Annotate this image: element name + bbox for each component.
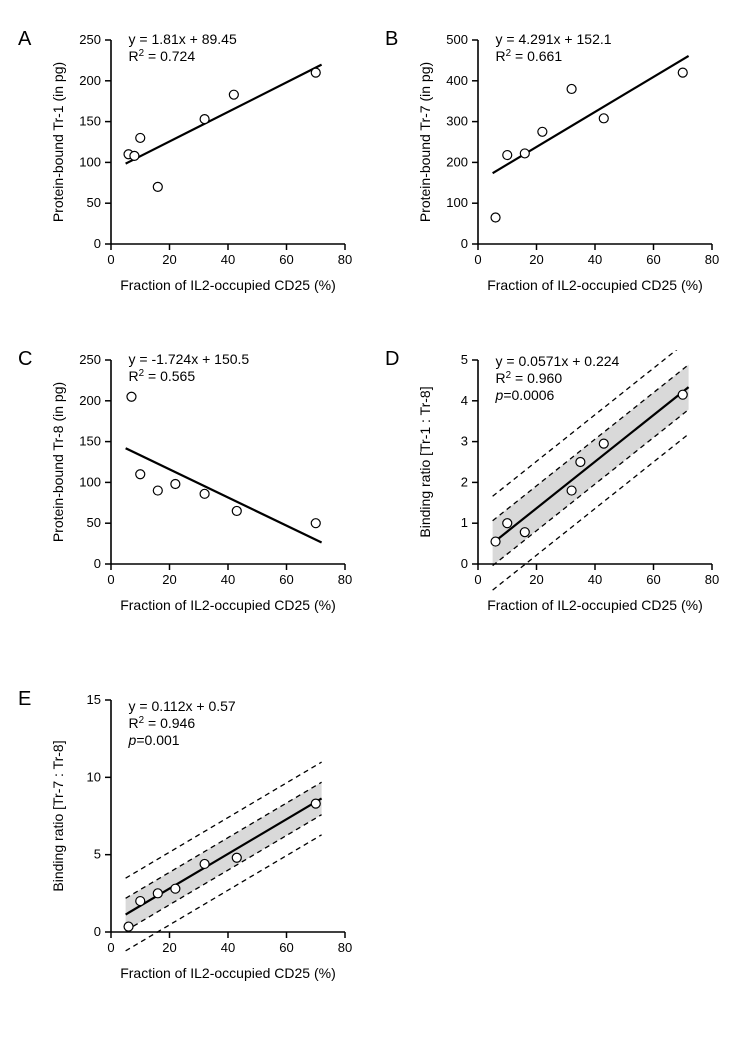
svg-text:80: 80	[705, 252, 719, 267]
svg-text:y = 4.291x + 152.1: y = 4.291x + 152.1	[496, 31, 612, 47]
svg-text:0: 0	[107, 940, 114, 955]
svg-text:0: 0	[474, 572, 481, 587]
svg-text:40: 40	[221, 572, 235, 587]
svg-text:5: 5	[94, 847, 101, 862]
svg-text:y = 1.81x + 89.45: y = 1.81x + 89.45	[129, 31, 237, 47]
svg-text:50: 50	[87, 195, 101, 210]
svg-text:40: 40	[221, 940, 235, 955]
svg-text:y = -1.724x + 150.5: y = -1.724x + 150.5	[129, 351, 250, 367]
svg-text:250: 250	[79, 32, 101, 47]
svg-text:Binding ratio [Tr-7 : Tr-8]: Binding ratio [Tr-7 : Tr-8]	[50, 740, 66, 891]
svg-text:0: 0	[94, 924, 101, 939]
svg-text:R2 = 0.565: R2 = 0.565	[129, 368, 196, 384]
panel-label-C: C	[18, 348, 32, 371]
svg-text:15: 15	[87, 692, 101, 707]
svg-text:80: 80	[338, 940, 352, 955]
svg-text:Fraction of IL2-occupied CD25: Fraction of IL2-occupied CD25 (%)	[120, 965, 336, 981]
svg-text:R2 = 0.661: R2 = 0.661	[496, 48, 563, 64]
svg-text:Binding ratio [Tr-1 : Tr-8]: Binding ratio [Tr-1 : Tr-8]	[417, 386, 433, 537]
svg-text:50: 50	[87, 515, 101, 530]
svg-text:60: 60	[279, 572, 293, 587]
svg-text:250: 250	[79, 352, 101, 367]
svg-text:20: 20	[529, 572, 543, 587]
svg-text:20: 20	[162, 572, 176, 587]
svg-text:R2 = 0.946: R2 = 0.946	[129, 715, 196, 731]
panel-C: 0 20 40 60 80 0 50 100 150 200 250 Fraction of IL2-…	[45, 350, 355, 620]
panel-D: 0 20 40 60 80 0 1 2 3 4 5 Fraction of IL2-occupied …	[412, 350, 722, 620]
svg-text:y = 0.112x + 0.57: y = 0.112x + 0.57	[129, 698, 236, 714]
svg-text:0: 0	[461, 556, 468, 571]
svg-text:0: 0	[94, 556, 101, 571]
svg-text:500: 500	[446, 32, 468, 47]
svg-text:1: 1	[461, 515, 468, 530]
svg-text:150: 150	[79, 434, 101, 449]
svg-text:200: 200	[446, 154, 468, 169]
svg-text:Protein-bound Tr-1 (in pg): Protein-bound Tr-1 (in pg)	[50, 62, 66, 222]
svg-text:R2 = 0.960: R2 = 0.960	[496, 370, 563, 386]
svg-text:40: 40	[221, 252, 235, 267]
svg-text:400: 400	[446, 73, 468, 88]
svg-text:60: 60	[646, 252, 660, 267]
svg-text:Protein-bound Tr-7 (in pg): Protein-bound Tr-7 (in pg)	[417, 62, 433, 222]
svg-text:0: 0	[107, 572, 114, 587]
svg-text:60: 60	[646, 572, 660, 587]
svg-text:80: 80	[338, 572, 352, 587]
panel-label-E: E	[18, 688, 31, 711]
svg-text:R2 = 0.724: R2 = 0.724	[129, 48, 196, 64]
svg-text:80: 80	[338, 252, 352, 267]
svg-text:200: 200	[79, 393, 101, 408]
svg-text:20: 20	[529, 252, 543, 267]
svg-text:Protein-bound Tr-8 (in pg): Protein-bound Tr-8 (in pg)	[50, 382, 66, 542]
svg-text:20: 20	[162, 252, 176, 267]
svg-text:p=0.0006: p=0.0006	[495, 387, 555, 403]
panel-B: 0 20 40 60 80 0 100 200 300 400 500 Fraction of IL2…	[412, 30, 722, 300]
svg-text:100: 100	[79, 474, 101, 489]
svg-text:200: 200	[79, 73, 101, 88]
svg-text:y = 0.0571x + 0.224: y = 0.0571x + 0.224	[496, 353, 620, 369]
svg-text:Fraction of IL2-occupied CD25: Fraction of IL2-occupied CD25 (%)	[120, 597, 336, 613]
panel-E: 0 20 40 60 80 0 5 10 15 Fraction of IL2-occupied …	[45, 690, 355, 988]
svg-text:60: 60	[279, 940, 293, 955]
svg-text:Fraction of IL2-occupied CD25: Fraction of IL2-occupied CD25 (%)	[487, 277, 703, 293]
svg-text:0: 0	[474, 252, 481, 267]
svg-text:2: 2	[461, 474, 468, 489]
svg-text:5: 5	[461, 352, 468, 367]
svg-text:0: 0	[461, 236, 468, 251]
svg-text:150: 150	[79, 114, 101, 129]
svg-text:300: 300	[446, 114, 468, 129]
svg-text:0: 0	[107, 252, 114, 267]
panel-label-A: A	[18, 28, 31, 51]
svg-text:0: 0	[94, 236, 101, 251]
svg-text:80: 80	[705, 572, 719, 587]
svg-text:60: 60	[279, 252, 293, 267]
svg-text:20: 20	[162, 940, 176, 955]
svg-text:100: 100	[79, 154, 101, 169]
figure: A020406080050100150200250Fraction of IL2…	[0, 0, 740, 1050]
panel-label-B: B	[385, 28, 398, 51]
panel-label-D: D	[385, 348, 399, 371]
svg-text:p=0.001: p=0.001	[128, 732, 180, 748]
svg-text:Fraction of IL2-occupied CD25: Fraction of IL2-occupied CD25 (%)	[487, 597, 703, 613]
svg-text:Fraction of IL2-occupied CD25: Fraction of IL2-occupied CD25 (%)	[120, 277, 336, 293]
svg-text:40: 40	[588, 572, 602, 587]
svg-text:100: 100	[446, 195, 468, 210]
svg-text:40: 40	[588, 252, 602, 267]
svg-text:10: 10	[87, 769, 101, 784]
svg-text:3: 3	[461, 434, 468, 449]
panel-A: 0 20 40 60 80 0 50 100 150 200 250 Fraction of IL2-…	[45, 30, 355, 300]
svg-text:4: 4	[461, 393, 468, 408]
